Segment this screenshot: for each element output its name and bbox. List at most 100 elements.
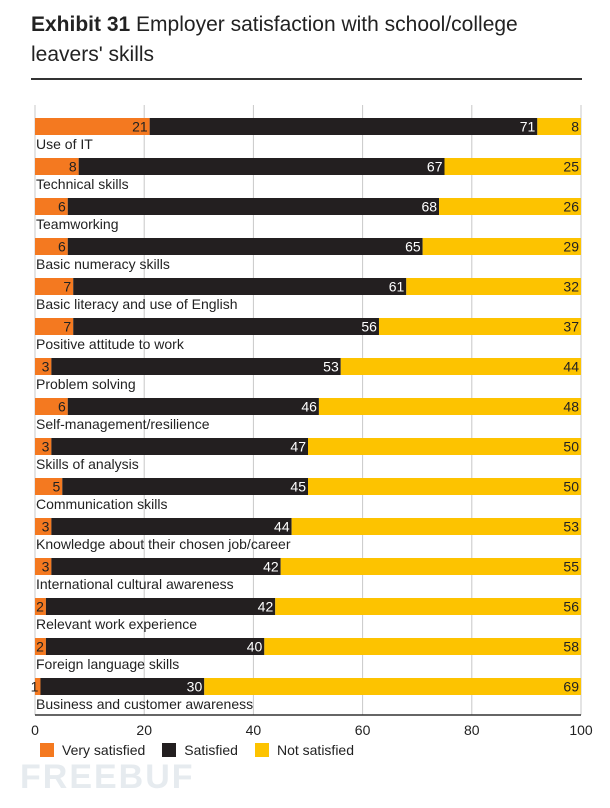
data-label-not-satisfied: 50 [563, 439, 579, 455]
data-label-satisfied: 45 [290, 479, 306, 495]
data-label-very-satisfied: 2 [36, 599, 44, 615]
legend-swatch-not-satisfied [254, 743, 269, 757]
data-label-very-satisfied: 21 [132, 119, 148, 135]
bar-not-satisfied [264, 638, 581, 655]
bar-not-satisfied [308, 438, 581, 455]
x-tick-label: 40 [246, 722, 262, 738]
data-label-satisfied: 61 [389, 279, 405, 295]
bar-very-satisfied [35, 318, 74, 335]
data-label-satisfied: 46 [301, 399, 317, 415]
bar-satisfied [78, 158, 445, 175]
x-tick-label: 60 [355, 722, 371, 738]
data-label-not-satisfied: 69 [563, 679, 579, 695]
legend-label-satisfied: Satisfied [184, 742, 238, 758]
data-label-not-satisfied: 55 [563, 559, 579, 575]
data-label-not-satisfied: 32 [563, 279, 579, 295]
data-label-not-satisfied: 25 [563, 159, 579, 175]
bar-very-satisfied [35, 398, 68, 415]
chart-title: Exhibit 31 Employer satisfaction with sc… [31, 10, 591, 70]
category-label: Business and customer awareness [36, 696, 253, 712]
bar-very-satisfied [35, 198, 68, 215]
bar-not-satisfied [308, 478, 581, 495]
data-label-not-satisfied: 48 [563, 399, 579, 415]
category-label: Positive attitude to work [36, 336, 185, 352]
data-label-not-satisfied: 50 [563, 479, 579, 495]
bar-not-satisfied [275, 598, 581, 615]
category-label: Teamworking [36, 216, 118, 232]
data-label-not-satisfied: 56 [563, 599, 579, 615]
category-label: Communication skills [36, 496, 167, 512]
data-label-very-satisfied: 1 [31, 679, 39, 695]
data-label-satisfied: 42 [258, 599, 274, 615]
data-label-satisfied: 71 [520, 119, 536, 135]
bar-satisfied [62, 478, 308, 495]
data-label-very-satisfied: 5 [53, 479, 61, 495]
bar-not-satisfied [204, 678, 581, 695]
legend-label-not-satisfied: Not satisfied [276, 742, 355, 758]
category-label: Problem solving [36, 376, 136, 392]
legend: Very satisfied Satisfied Not satisfied [40, 742, 371, 758]
data-label-satisfied: 65 [405, 239, 421, 255]
category-label: Knowledge about their chosen job/career [36, 536, 291, 552]
category-label: Skills of analysis [36, 456, 139, 472]
data-label-not-satisfied: 26 [563, 199, 579, 215]
bar-very-satisfied [35, 438, 52, 455]
data-label-satisfied: 30 [187, 679, 203, 695]
data-label-satisfied: 68 [421, 199, 437, 215]
data-label-satisfied: 56 [361, 319, 377, 335]
bar-very-satisfied [35, 518, 52, 535]
bar-not-satisfied [444, 158, 581, 175]
bar-satisfied [51, 518, 292, 535]
data-label-not-satisfied: 58 [563, 639, 579, 655]
category-label: Foreign language skills [36, 656, 179, 672]
legend-item-satisfied: Satisfied [162, 742, 238, 758]
bar-satisfied [45, 598, 276, 615]
bar-not-satisfied [537, 118, 581, 135]
bar-very-satisfied [35, 478, 63, 495]
bar-very-satisfied [35, 238, 68, 255]
bar-satisfied [40, 678, 205, 695]
data-label-very-satisfied: 8 [69, 159, 77, 175]
data-label-very-satisfied: 6 [58, 199, 66, 215]
bar-satisfied [45, 638, 265, 655]
data-label-satisfied: 47 [290, 439, 306, 455]
data-label-very-satisfied: 7 [63, 279, 71, 295]
bar-very-satisfied [35, 158, 79, 175]
category-label: Use of IT [36, 136, 93, 152]
bar-not-satisfied [439, 198, 581, 215]
title-divider [31, 78, 582, 80]
data-label-not-satisfied: 8 [571, 119, 579, 135]
category-label: Relevant work experience [36, 616, 197, 632]
bar-satisfied [73, 318, 379, 335]
data-label-very-satisfied: 3 [42, 519, 50, 535]
data-label-very-satisfied: 3 [42, 359, 50, 375]
bar-satisfied [149, 118, 538, 135]
data-label-very-satisfied: 3 [42, 439, 50, 455]
bar-not-satisfied [378, 318, 581, 335]
legend-item-not-satisfied: Not satisfied [254, 742, 355, 758]
data-label-satisfied: 67 [427, 159, 443, 175]
x-tick-label: 100 [569, 722, 593, 738]
category-label: Basic literacy and use of English [36, 296, 238, 312]
data-label-satisfied: 40 [247, 639, 263, 655]
watermark-logo: FREEBUF [20, 758, 195, 796]
bar-not-satisfied [280, 558, 581, 575]
x-tick-label: 80 [464, 722, 480, 738]
data-label-very-satisfied: 7 [63, 319, 71, 335]
exhibit-number: Exhibit 31 [31, 13, 131, 36]
category-label: Self-management/resilience [36, 416, 210, 432]
bar-satisfied [67, 238, 423, 255]
category-label: Technical skills [36, 176, 129, 192]
data-label-very-satisfied: 6 [58, 399, 66, 415]
bar-satisfied [67, 398, 319, 415]
data-label-satisfied: 42 [263, 559, 279, 575]
bar-satisfied [73, 278, 407, 295]
legend-swatch-satisfied [162, 743, 177, 757]
x-tick-label: 20 [136, 722, 152, 738]
category-label: Basic numeracy skills [36, 256, 170, 272]
bar-very-satisfied [35, 678, 41, 695]
data-label-very-satisfied: 3 [42, 559, 50, 575]
data-label-very-satisfied: 6 [58, 239, 66, 255]
x-tick-label: 0 [31, 722, 39, 738]
